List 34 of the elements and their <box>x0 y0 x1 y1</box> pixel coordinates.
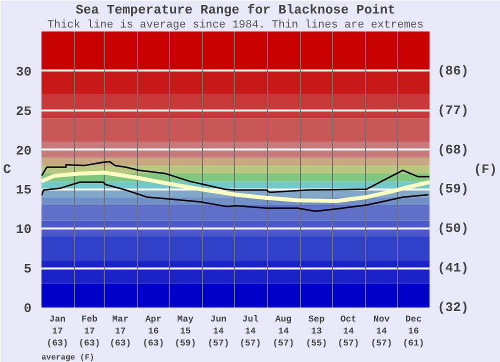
x-tick-label: Mar 17 (63) <box>110 314 132 348</box>
y2-tick-label: (41) <box>438 260 469 276</box>
y-tick-label: 5 <box>24 262 32 277</box>
x-tick-label: May 15 (59) <box>174 314 196 348</box>
x-tick-label: Jul 14 (57) <box>240 314 262 348</box>
y2-tick-label: (86) <box>438 63 469 78</box>
y-tick-label: 20 <box>16 143 32 158</box>
y2-tick-label: (68) <box>438 142 469 158</box>
x-tick-label: Nov 14 (57) <box>370 314 392 348</box>
text: average (F) <box>42 354 94 362</box>
y-tick-label: 25 <box>16 104 32 119</box>
y-tick-label: 10 <box>16 222 32 238</box>
x-tick-label: Jun 14 (57) <box>208 314 230 348</box>
x-tick-label: Aug 14 (57) <box>272 314 294 348</box>
x-tick-label: Jan 17 (63) <box>46 314 68 348</box>
x-tick-label: Dec 16 (61) <box>402 314 424 348</box>
line-series <box>42 181 430 212</box>
y-tick-label: 30 <box>16 64 32 80</box>
chart-title: Sea Temperature Range for Blacknose Point <box>76 2 396 18</box>
y2-tick-label: (50) <box>438 221 469 236</box>
y2-axis-title: (F) <box>474 162 498 177</box>
x-tick-label: Sep 13 (55) <box>306 314 328 348</box>
x-tick-label: Feb 17 (63) <box>78 314 100 348</box>
y2-tick-label: (77) <box>438 102 469 118</box>
y-tick-label: 0 <box>24 301 32 316</box>
line-series <box>42 160 430 194</box>
x-tick-label: Apr 16 (63) <box>142 314 164 348</box>
y-tick-label: 15 <box>16 182 32 198</box>
x-tick-label: Oct 14 (57) <box>338 314 360 348</box>
y2-tick-label: (32) <box>438 300 469 315</box>
line-series <box>42 170 430 204</box>
y2-tick-label: (59) <box>438 182 469 197</box>
y-axis-title: C <box>3 162 12 177</box>
chart-subtitle: Thick line is average since 1984. Thin lines are extremes <box>47 20 424 32</box>
